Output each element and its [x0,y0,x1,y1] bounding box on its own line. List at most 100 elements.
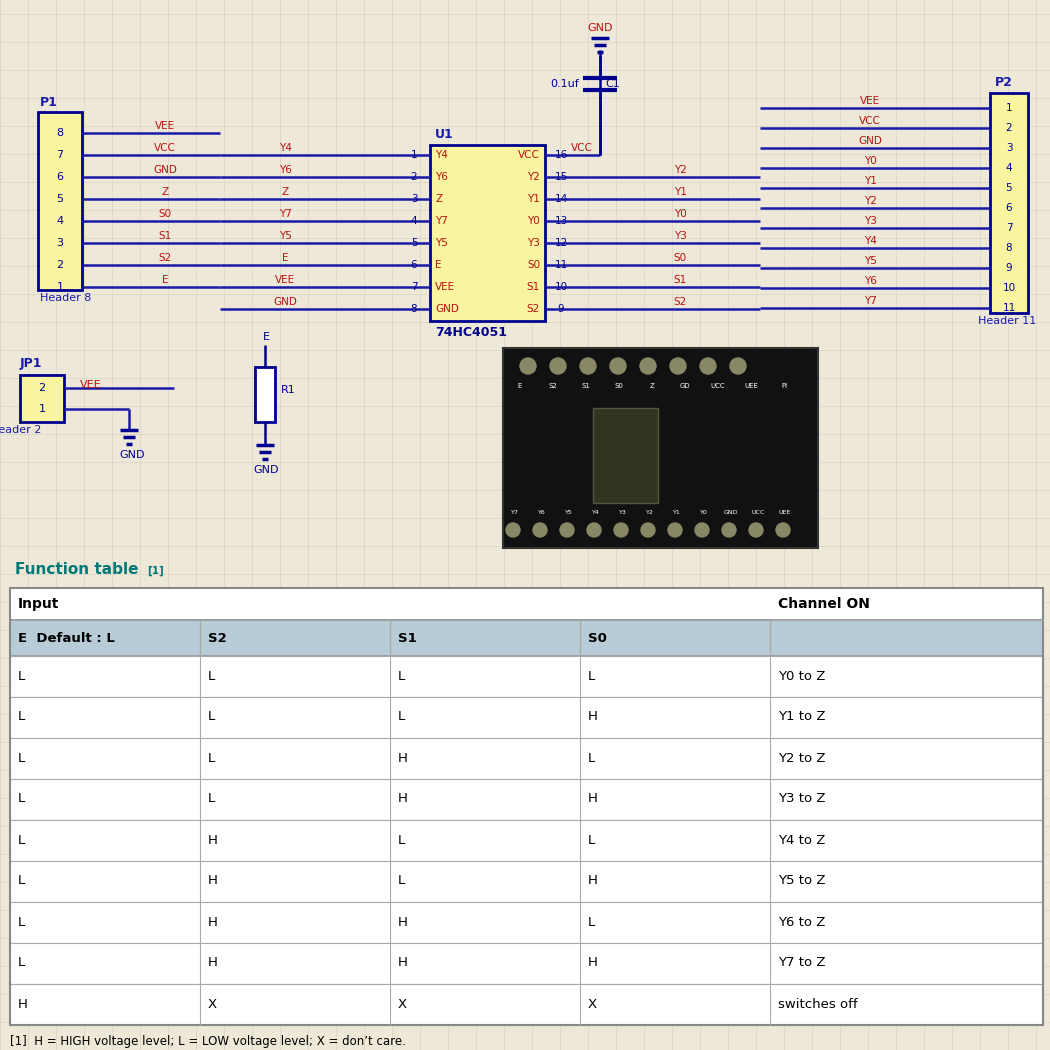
Text: 12: 12 [554,238,568,248]
Text: S2: S2 [159,253,171,262]
Text: VEE: VEE [80,380,102,390]
Text: S0: S0 [159,209,171,219]
Text: Input: Input [18,597,60,611]
Text: S2: S2 [208,631,227,645]
Text: 4: 4 [1006,163,1012,173]
Text: [1]: [1] [147,566,164,576]
Text: UEE: UEE [779,510,791,516]
Text: L: L [398,875,405,887]
Text: E: E [281,253,289,262]
Bar [20,375,64,422]
Text: GND: GND [587,23,613,33]
Bar [593,408,658,503]
Text: S1: S1 [527,282,540,292]
Text: UCC: UCC [711,383,726,388]
Text: 8: 8 [1006,243,1012,253]
Circle shape [730,358,746,374]
Text: L: L [18,793,25,805]
Text: GND: GND [153,165,177,175]
Text: E: E [162,275,168,285]
Text: L: L [18,916,25,928]
Text: S0: S0 [614,383,624,388]
Text: 15: 15 [554,172,568,182]
Text: S1: S1 [673,275,687,285]
Bar [10,902,1043,943]
Bar [38,112,82,290]
Text: Y4: Y4 [592,510,600,516]
Text: S2: S2 [527,304,540,314]
Text: GD: GD [679,383,690,388]
Text: L: L [18,834,25,846]
Text: L: L [18,957,25,969]
Text: H: H [398,752,407,764]
Text: L: L [398,670,405,682]
Text: E: E [262,332,270,342]
Text: U1: U1 [435,127,454,141]
Text: VEE: VEE [435,282,455,292]
Text: S1: S1 [398,631,417,645]
Text: 7: 7 [57,150,64,160]
Circle shape [580,358,596,374]
Bar [255,368,275,422]
Text: S1: S1 [159,231,171,242]
Text: E: E [435,260,441,270]
Bar [10,984,1043,1025]
Text: Y5: Y5 [278,231,292,242]
Text: 9: 9 [1006,262,1012,273]
Text: H: H [208,875,218,887]
Text: 7: 7 [1006,223,1012,233]
Text: Z: Z [650,383,654,388]
Text: L: L [208,670,215,682]
Text: 0.1uf: 0.1uf [550,79,579,89]
Text: GND: GND [435,304,459,314]
Text: Y6 to Z: Y6 to Z [778,916,825,928]
Text: Z: Z [281,187,289,197]
Text: Y3 to Z: Y3 to Z [778,793,825,805]
Text: 6: 6 [57,172,63,182]
Circle shape [640,358,656,374]
Text: H: H [208,916,218,928]
Text: Y5: Y5 [863,256,877,266]
Bar [10,861,1043,902]
Text: 10: 10 [554,282,568,292]
Text: H: H [18,998,28,1010]
Circle shape [668,523,682,537]
Text: 4: 4 [411,216,417,226]
Text: H: H [588,957,597,969]
Text: P2: P2 [995,77,1013,89]
Text: VCC: VCC [571,143,593,153]
Circle shape [749,523,763,537]
Circle shape [550,358,566,374]
Text: H: H [588,711,597,723]
Text: 4: 4 [57,216,64,226]
Circle shape [587,523,601,537]
Text: 74HC4051: 74HC4051 [435,326,507,338]
Text: Y6: Y6 [435,172,448,182]
Text: GND: GND [273,297,297,307]
Bar [10,697,1043,738]
Text: 3: 3 [1006,143,1012,153]
Text: Y4 to Z: Y4 to Z [778,834,825,846]
Text: Y2 to Z: Y2 to Z [778,752,825,764]
Bar [10,820,1043,861]
Text: VEE: VEE [860,96,880,106]
Text: 9: 9 [558,304,564,314]
Text: 2: 2 [39,383,45,393]
Text: Y7 to Z: Y7 to Z [778,957,825,969]
Text: S2: S2 [673,297,687,307]
Text: JP1: JP1 [20,357,42,371]
Bar [10,588,1043,1025]
Text: E: E [518,383,522,388]
Text: 8: 8 [57,128,64,138]
Text: Header 11: Header 11 [978,316,1036,326]
Circle shape [700,358,716,374]
Bar [990,93,1028,313]
Text: VCC: VCC [859,116,881,126]
Text: Y6: Y6 [538,510,546,516]
Text: H: H [208,957,218,969]
Text: 1: 1 [57,282,63,292]
Bar [10,656,1043,697]
Text: 5: 5 [1006,183,1012,193]
Circle shape [506,523,520,537]
Text: E  Default : L: E Default : L [18,631,114,645]
